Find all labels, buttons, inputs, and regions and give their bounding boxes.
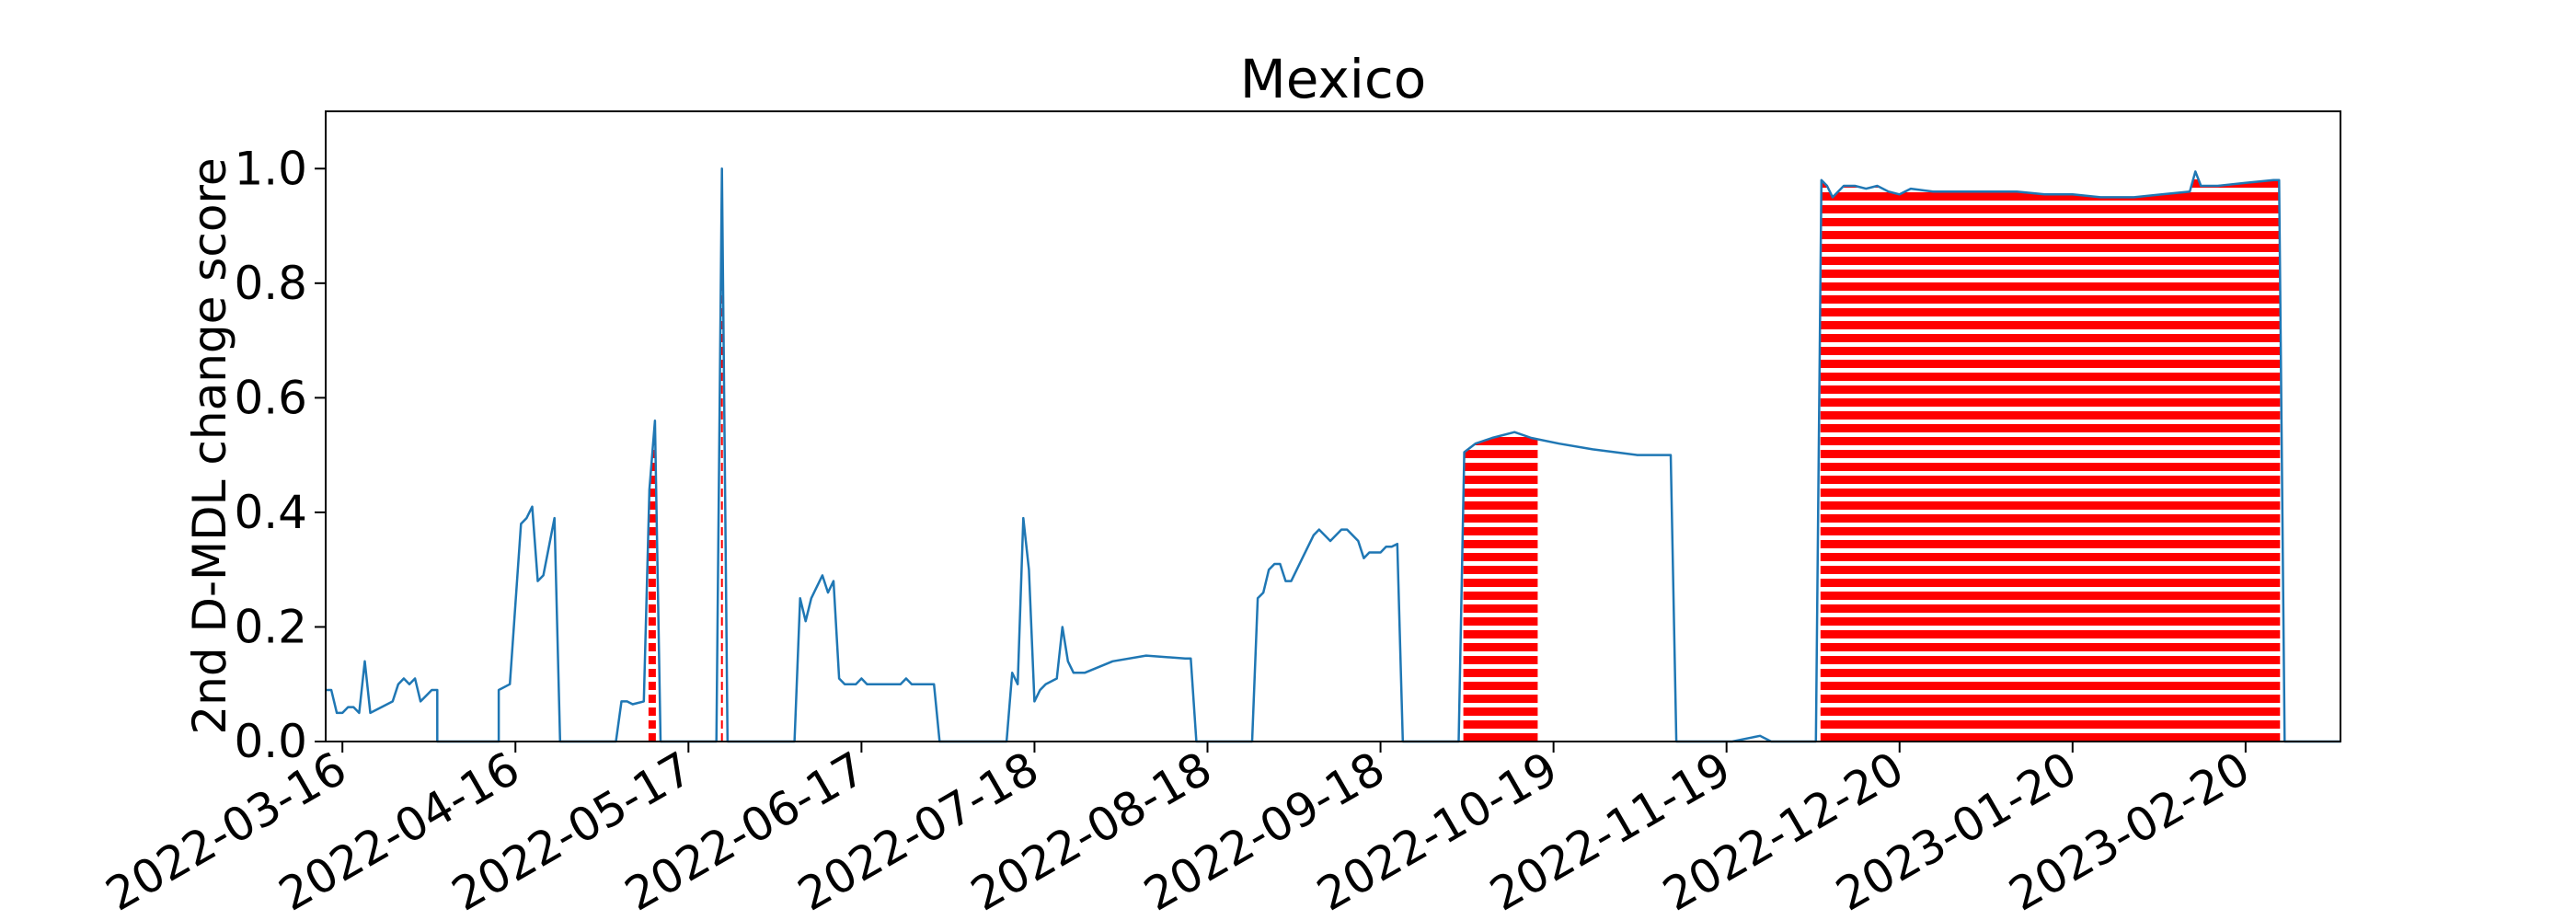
y-axis: 0.0 0.2 0.4 0.6 0.8 1.0 (234, 142, 326, 768)
chart-title: Mexico (1240, 48, 1427, 110)
y-tick-label: 0.2 (234, 600, 307, 653)
y-tick-label: 0.8 (234, 257, 307, 310)
series-line (326, 167, 2340, 743)
y-tick-label: 0.0 (234, 715, 307, 768)
x-axis: 2022-03-162022-04-162022-05-172022-06-17… (98, 742, 2259, 920)
y-axis-label: 2nd D-MDL change score (183, 157, 236, 734)
series-layer (326, 167, 2340, 743)
y-tick-label: 0.4 (234, 486, 307, 539)
plot-frame (325, 110, 2341, 742)
alarm-markers (648, 168, 2281, 742)
y-tick-label: 1.0 (234, 142, 307, 195)
y-tick-label: 0.6 (234, 371, 307, 424)
alarm-range (1463, 431, 1538, 742)
alarm-range (1820, 171, 2281, 742)
